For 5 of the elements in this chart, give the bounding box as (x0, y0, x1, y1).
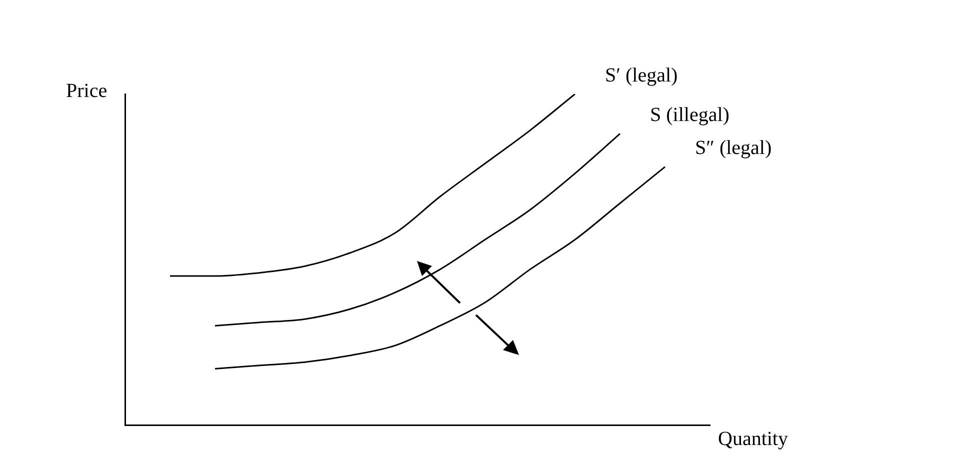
y-axis-title: Price (66, 80, 108, 103)
series-label: S′ (legal) (605, 64, 678, 86)
x-axis-title: Quantity (718, 428, 788, 451)
series-label: S″ (legal) (695, 137, 772, 160)
series-label: S (illegal) (650, 104, 730, 126)
